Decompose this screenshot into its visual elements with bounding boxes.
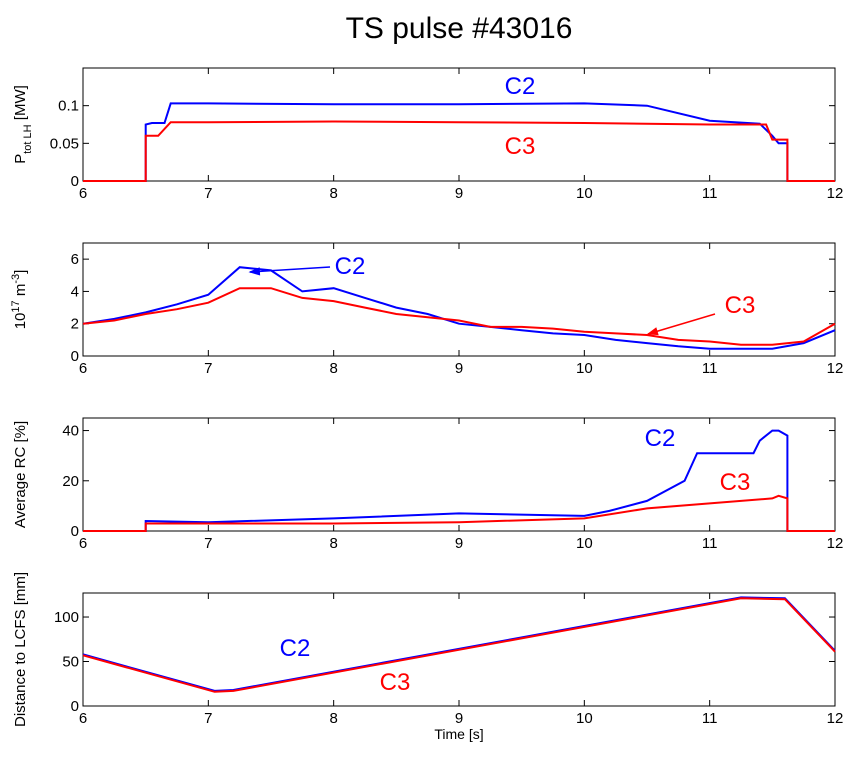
data-line	[83, 120, 835, 182]
y-axis-label: Ptot LH [MW]	[12, 85, 34, 164]
x-tick-label: 6	[79, 360, 87, 377]
y-axis-label-part: 17	[10, 300, 22, 312]
y-axis-label-part: -3	[10, 274, 22, 284]
data-line	[83, 102, 835, 182]
x-tick-label: 6	[79, 710, 87, 727]
x-tick-label: 8	[329, 360, 337, 377]
data-line	[82, 266, 836, 350]
x-tick-label: 10	[576, 710, 593, 727]
x-tick-label: 11	[702, 360, 718, 377]
arrow-shaft	[249, 266, 331, 273]
x-tick-label: 8	[329, 535, 337, 552]
series-label: C3	[720, 469, 751, 496]
y-axis-label-part: m	[12, 284, 29, 301]
y-tick-label: 0	[71, 173, 79, 190]
x-tick-label: 11	[702, 535, 718, 552]
arrow-shaft	[647, 313, 716, 335]
x-tick-label: 10	[576, 535, 593, 552]
subplot: 6 7 8 9 10 11 12 0 20 40 Average RC [%] C2 C3	[12, 417, 844, 552]
series-label: C3	[725, 292, 756, 319]
x-tick-label: 9	[455, 185, 463, 202]
y-tick-label: 0.1	[58, 98, 79, 115]
x-tick-label: 10	[576, 360, 593, 377]
arrow-head	[646, 327, 659, 336]
y-tick-label: 40	[62, 423, 79, 440]
series-label: C3	[380, 669, 411, 696]
y-axis-label-part: ]	[12, 270, 29, 274]
y-tick-label: 0.05	[50, 135, 79, 152]
x-tick-label: 9	[455, 360, 463, 377]
series-label: C3	[505, 133, 536, 160]
x-tick-label: 12	[827, 185, 844, 202]
subplot: 6 7 8 9 10 11 12 0 0.05 0.1 Ptot LH [MW] C2 C3	[12, 67, 844, 202]
data-line	[82, 597, 836, 693]
y-axis-label: Distance to LCFS [mm]	[12, 572, 29, 727]
y-axis-label: Average RC [%]	[12, 421, 29, 528]
x-tick-label: 8	[329, 710, 337, 727]
series-label: C2	[280, 635, 311, 662]
x-tick-label: 10	[576, 185, 593, 202]
x-tick-label: 8	[329, 185, 337, 202]
series-label: C2	[335, 253, 366, 280]
y-axis-label-part: Average RC [%]	[12, 421, 29, 528]
y-tick-label: 0	[71, 348, 79, 365]
x-tick-label: 12	[827, 535, 844, 552]
x-tick-label: 9	[455, 535, 463, 552]
y-axis-label-part: 10	[12, 313, 29, 330]
x-tick-label: 9	[455, 710, 463, 727]
y-tick-label: 20	[62, 473, 79, 490]
data-line	[83, 494, 835, 532]
x-tick-label: 12	[827, 710, 844, 727]
y-tick-label: 0	[71, 523, 79, 540]
x-tick-label: 11	[702, 710, 718, 727]
y-tick-label: 50	[62, 654, 79, 671]
y-axis-label-part: [MW]	[12, 85, 29, 124]
y-tick-label: 0	[71, 698, 79, 715]
x-tick-label: 11	[702, 185, 718, 202]
y-tick-label: 4	[71, 283, 79, 300]
axes-frame	[82, 417, 836, 532]
x-axis-label: Time [s]	[434, 726, 483, 742]
y-tick-label: 2	[71, 316, 79, 333]
data-line	[83, 429, 835, 532]
y-tick-label: 100	[54, 609, 79, 626]
x-tick-label: 6	[79, 185, 87, 202]
figure-title: TS pulse #43016	[346, 12, 573, 45]
x-tick-label: 7	[204, 535, 212, 552]
y-axis-label: 1017 m-3]	[10, 270, 29, 330]
y-tick-label: 6	[71, 251, 79, 268]
x-tick-label: 12	[827, 360, 844, 377]
x-tick-label: 7	[204, 185, 212, 202]
y-axis-label-part: P	[12, 154, 29, 164]
series-label: C2	[505, 73, 536, 100]
y-axis-label-part: Distance to LCFS [mm]	[12, 572, 29, 727]
subplot: 6 7 8 9 10 11 12 0 50 100 Distance to LCFS [mm] Tim…	[12, 572, 843, 742]
x-tick-label: 6	[79, 535, 87, 552]
x-tick-label: 7	[204, 710, 212, 727]
data-line	[82, 287, 836, 346]
series-label: C2	[645, 425, 676, 452]
arrow-head	[248, 267, 261, 276]
y-axis-label-part: tot LH	[22, 124, 34, 153]
x-tick-label: 7	[204, 360, 212, 377]
